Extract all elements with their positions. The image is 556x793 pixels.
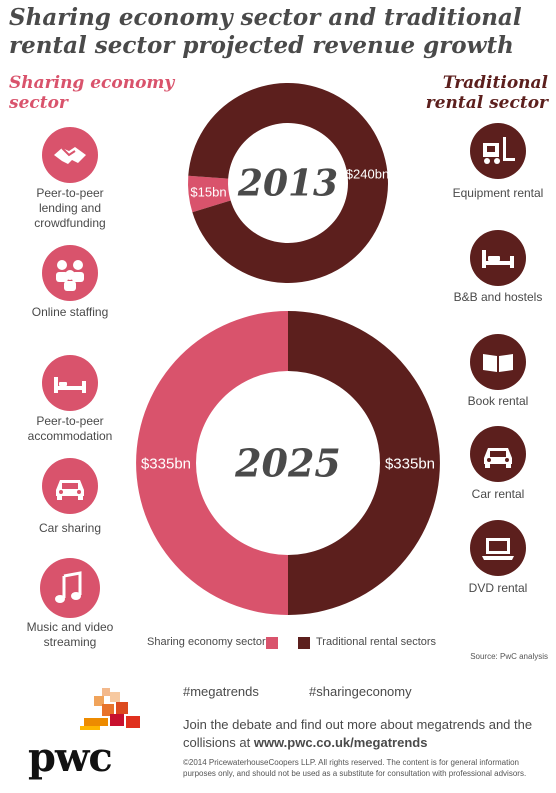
bed-icon <box>42 355 98 411</box>
forklift-icon <box>470 123 526 179</box>
join-text: Join the debate and find out more about … <box>183 716 553 752</box>
year-label: 2025 <box>234 440 341 485</box>
car-icon <box>42 458 98 514</box>
bed-icon <box>470 230 526 286</box>
people-icon <box>42 245 98 301</box>
pwc-logo-mark <box>80 688 140 730</box>
copyright-note: ©2014 PricewaterhouseCoopers LLP. All ri… <box>183 758 527 778</box>
traditional-item-label: Equipment rental <box>452 186 544 200</box>
sharing-sector-header: Sharing economy sector <box>9 73 175 113</box>
donut-slice-2025-traditional <box>288 311 440 615</box>
slice-value-label: $335bn <box>385 455 435 472</box>
donut-slice-2025-sharing <box>136 311 288 615</box>
traditional-sector-header: Traditional rental sector <box>425 73 548 113</box>
sharing-item-label: Peer-to-peer accommodation <box>27 414 113 443</box>
donut-slice-2013-sharing <box>187 175 231 213</box>
traditional-item-label: Book rental <box>467 394 529 408</box>
join-sentence: Join the debate and find out more about … <box>183 717 533 750</box>
hashtag-sharingeconomy: #sharingeconomy <box>309 684 412 699</box>
slice-value-label: $335bn <box>141 455 191 472</box>
page-title: Sharing economy sector and traditional r… <box>9 4 522 59</box>
sharing-item-label: Music and video streaming <box>26 620 114 649</box>
music-note-icon <box>40 558 100 618</box>
pwc-logo-text: pwc <box>28 734 113 781</box>
year-label: 2013 <box>237 163 338 205</box>
legend-sharing-label: Sharing economy sectors <box>147 636 272 648</box>
sharing-item-label: Online staffing <box>31 305 109 319</box>
legend-traditional-swatch <box>298 637 310 649</box>
join-link[interactable]: www.pwc.co.uk/megatrends <box>253 735 428 750</box>
traditional-item-label: B&B and hostels <box>453 290 543 304</box>
traditional-item-label: Car rental <box>471 487 525 501</box>
handshake-icon <box>42 127 98 183</box>
legend-traditional-label: Traditional rental sectors <box>316 636 437 648</box>
legend-sharing-swatch <box>266 637 278 649</box>
donut-slice-2013-traditional <box>188 82 388 283</box>
slice-value-label: $240bn <box>346 167 389 182</box>
laptop-icon <box>470 520 526 576</box>
book-icon <box>470 334 526 390</box>
car-icon <box>470 426 526 482</box>
source-note: Source: PwC analysis <box>470 652 548 661</box>
sharing-item-label: Peer-to-peer lending and crowdfunding <box>34 186 106 230</box>
hashtag-megatrends: #megatrends <box>183 684 259 699</box>
traditional-item-label: DVD rental <box>468 581 528 595</box>
slice-value-label: $15bn <box>190 184 226 199</box>
sharing-item-label: Car sharing <box>38 521 102 535</box>
